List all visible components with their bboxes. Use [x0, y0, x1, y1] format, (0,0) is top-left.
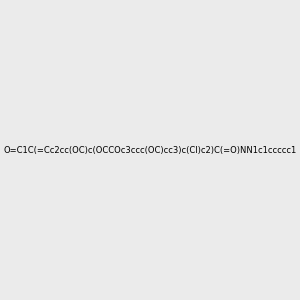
- Text: O=C1C(=Cc2cc(OC)c(OCCOc3ccc(OC)cc3)c(Cl)c2)C(=O)NN1c1ccccc1: O=C1C(=Cc2cc(OC)c(OCCOc3ccc(OC)cc3)c(Cl)…: [3, 146, 297, 154]
